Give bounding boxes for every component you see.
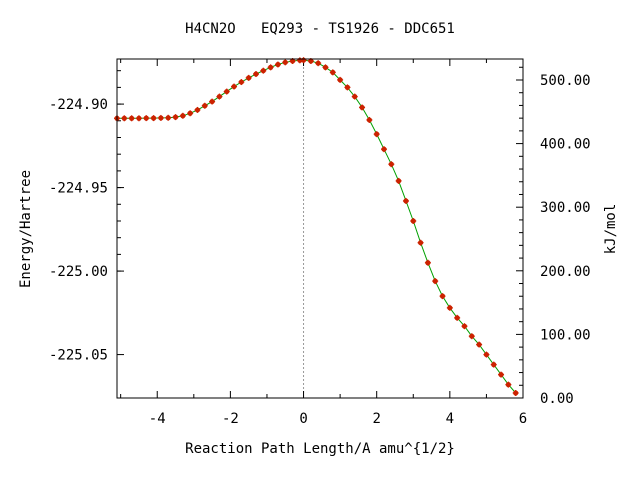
data-point [260,67,267,74]
data-point [238,79,245,86]
data-point [395,177,402,184]
data-point [231,83,238,90]
x-tick-label: -4 [149,411,166,427]
data-point [223,88,230,95]
data-point [432,278,439,285]
data-point [366,116,373,123]
data-point [157,114,164,121]
data-point [498,371,505,378]
data-point [274,61,281,68]
x-axis-label: Reaction Path Length/A amu^{1/2} [185,441,455,457]
data-point [388,161,395,168]
y-tick-label: -225.00 [49,264,108,280]
y2-tick-label: 100.00 [540,327,591,343]
data-point [351,93,358,100]
y-tick-label: -224.90 [49,97,108,113]
y2-tick-label: 400.00 [540,137,591,153]
data-point [135,115,142,122]
data-point [468,333,475,340]
data-point [329,69,336,76]
data-point [172,114,179,121]
data-point [381,146,388,153]
data-point [245,74,252,81]
data-point [424,259,431,266]
y2-tick-label: 200.00 [540,264,591,280]
data-point [252,71,259,78]
y2-tick-label: 500.00 [540,73,591,89]
data-point [512,389,519,396]
data-point [461,323,468,330]
data-point [201,102,208,109]
data-point [282,59,289,66]
data-point [410,217,417,224]
x-tick-label: -2 [222,411,239,427]
marker-group [114,57,519,396]
data-point [446,304,453,311]
data-point [454,314,461,321]
tick-group: -4 -2 0 2 4 6 -224.90 -224.95 -225.00 -225.05 0.00… [49,59,591,427]
series-line [117,59,517,394]
chart-title: H4CN2O EQ293 - TS1926 - DDC651 [185,21,455,37]
data-point [121,115,128,122]
y2-tick-label: 0.00 [540,391,574,407]
y2-tick-label: 300.00 [540,200,591,216]
data-point [344,84,351,91]
data-point [143,115,150,122]
y2-axis-label: kJ/mol [603,204,619,255]
data-point [505,381,512,388]
data-point [476,341,483,348]
data-point [150,115,157,122]
data-point [128,115,135,122]
data-point [373,131,380,138]
data-point [209,98,216,105]
x-tick-label: 2 [372,411,380,427]
data-point [483,351,490,358]
data-point [187,110,194,117]
y-tick-label: -224.95 [49,181,108,197]
data-point [179,112,186,119]
data-point [337,76,344,83]
plot-frame [116,58,524,399]
data-point [267,64,274,71]
data-point [417,239,424,246]
data-point [315,60,322,67]
data-point [402,197,409,204]
x-tick-label: 6 [519,411,527,427]
data-point [216,93,223,100]
data-point [322,64,329,71]
data-point [165,114,172,121]
y-axis-label: Energy/Hartree [18,170,34,288]
x-tick-label: 0 [299,411,307,427]
data-point [194,106,201,113]
x-tick-label: 4 [446,411,454,427]
data-point [359,104,366,111]
data-point [490,361,497,368]
data-point [439,293,446,300]
y-tick-label: -225.05 [49,348,108,364]
